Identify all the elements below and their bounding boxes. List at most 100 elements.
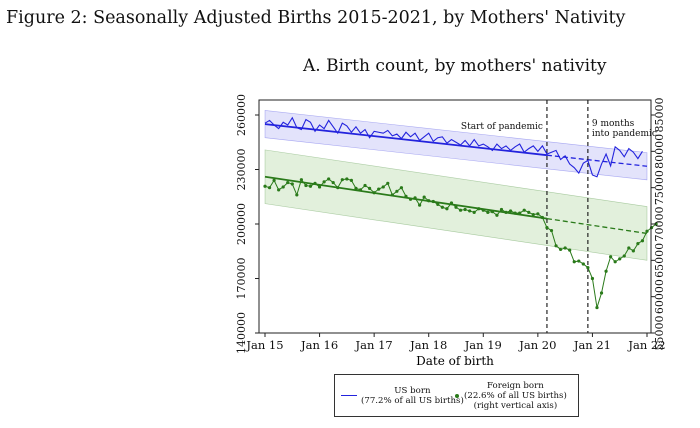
x-tick-label: Jan 17 <box>355 338 393 352</box>
foreign-born-point <box>263 184 267 188</box>
left-y-tick-label: 170000 <box>235 258 248 300</box>
foreign-born-point <box>458 208 463 212</box>
foreign-born-point <box>322 180 326 184</box>
foreign-born-point <box>545 226 549 230</box>
x-tick-label: Jan 19 <box>464 338 502 352</box>
foreign-born-point <box>386 181 390 185</box>
foreign-born-point <box>399 186 404 190</box>
foreign-born-point <box>622 254 626 258</box>
foreign-born-point <box>354 186 358 190</box>
foreign-born-point <box>463 207 467 212</box>
foreign-born-point <box>404 194 408 198</box>
foreign-born-point <box>390 193 394 197</box>
foreign-born-point <box>431 199 435 204</box>
foreign-born-point <box>540 215 545 220</box>
pandemic-start-annotation: Start of pandemic <box>461 122 543 132</box>
data-series <box>263 116 658 310</box>
foreign-born-point <box>549 228 554 233</box>
foreign-born-point <box>454 205 458 209</box>
figure-title: Figure 2: Seasonally Adjusted Births 201… <box>6 8 626 28</box>
panel-title: A. Birth count, by mothers' nativity <box>303 56 607 76</box>
foreign-born-point <box>272 178 276 182</box>
foreign-born-point <box>372 191 376 195</box>
foreign-born-point <box>290 182 294 186</box>
foreign-born-point <box>581 262 585 266</box>
foreign-born-point <box>563 246 567 250</box>
foreign-born-point <box>481 208 485 212</box>
foreign-born-point <box>336 186 340 190</box>
foreign-born-point <box>367 186 372 190</box>
foreign-born-point <box>536 212 540 216</box>
left-y-axis-ticks: 140000 170000 200000 230000 260000 <box>235 94 259 354</box>
x-tick-label: Jan 18 <box>409 338 447 352</box>
left-y-tick-label: 140000 <box>235 312 248 354</box>
foreign-born-point <box>627 246 631 250</box>
right-y-tick-label: 60000 <box>653 279 666 314</box>
foreign-born-point <box>286 180 290 185</box>
foreign-born-point <box>358 188 363 192</box>
foreign-born-point <box>281 185 285 189</box>
foreign-born-point <box>518 211 522 215</box>
foreign-born-point <box>618 257 622 261</box>
foreign-born-point <box>427 199 431 203</box>
legend-foreign-label: Foreign born <box>487 380 544 391</box>
right-y-tick-label: 70000 <box>653 207 666 242</box>
foreign-born-point <box>418 203 422 207</box>
foreign-born-point <box>654 222 658 226</box>
us-born-trend <box>264 123 548 157</box>
foreign-born-point <box>577 259 581 263</box>
pandemic-markers <box>546 100 589 333</box>
foreign-born-point <box>572 260 576 264</box>
foreign-born-point <box>595 305 599 310</box>
left-y-tick-label: 260000 <box>235 94 248 136</box>
foreign-born-point <box>636 242 640 246</box>
right-y-tick-label: 75000 <box>653 170 666 205</box>
legend-foreign-axis-note: (right vertical axis) <box>473 400 558 411</box>
foreign-born-point <box>477 207 481 211</box>
foreign-born-point <box>508 209 513 213</box>
x-axis-label: Date of birth <box>416 354 494 368</box>
us-born-line <box>264 116 643 178</box>
legend-item-us-born: US born (77.2% of all US births) <box>341 375 464 416</box>
foreign-born-point <box>590 276 595 281</box>
foreign-born-point <box>327 177 331 181</box>
x-axis-ticks: Jan 15 Jan 16 Jan 17 Jan 18 Jan 19 Jan 20 Jan … <box>245 333 666 352</box>
foreign-born-point <box>377 187 381 191</box>
x-tick-label: Jan 16 <box>300 338 338 352</box>
foreign-born-point <box>586 266 590 270</box>
right-y-tick-label: 85000 <box>653 98 666 133</box>
x-tick-label: Jan 21 <box>573 338 611 352</box>
x-tick-label: Jan 20 <box>518 338 556 352</box>
foreign-born-point <box>408 197 413 201</box>
foreign-born-point <box>522 208 526 212</box>
legend-dot-swatch <box>455 393 459 398</box>
foreign-born-point <box>363 183 367 188</box>
legend-foreign-share: (22.6% of all US births) <box>464 390 567 401</box>
chart-axes <box>258 99 652 334</box>
foreign-born-point <box>527 210 531 214</box>
foreign-born-point <box>413 196 417 200</box>
right-y-tick-label: 80000 <box>653 134 666 169</box>
foreign-born-point <box>490 210 494 214</box>
right-y-tick-label: 55000 <box>653 316 666 351</box>
foreign-born-point <box>645 229 649 233</box>
foreign-born-point <box>613 260 617 264</box>
foreign-born-point <box>604 269 608 273</box>
left-y-tick-label: 200000 <box>235 203 248 245</box>
legend: US born (77.2% of all US births) Foreign… <box>334 374 579 417</box>
foreign-born-point <box>513 211 517 215</box>
foreign-born-point <box>436 202 440 206</box>
foreign-born-point <box>472 210 476 214</box>
foreign-born-point <box>558 247 563 252</box>
foreign-born-point <box>381 185 385 189</box>
foreign-born-point <box>468 209 472 213</box>
foreign-born-point <box>609 255 613 259</box>
foreign-born-point <box>599 291 604 295</box>
foreign-born-point <box>308 184 313 188</box>
foreign-born-point <box>277 188 281 192</box>
foreign-born-point <box>349 178 354 182</box>
foreign-born-point <box>631 249 635 253</box>
foreign-born-point <box>317 185 322 189</box>
legend-item-foreign-born: Foreign born (22.6% of all US births) (r… <box>452 375 567 416</box>
